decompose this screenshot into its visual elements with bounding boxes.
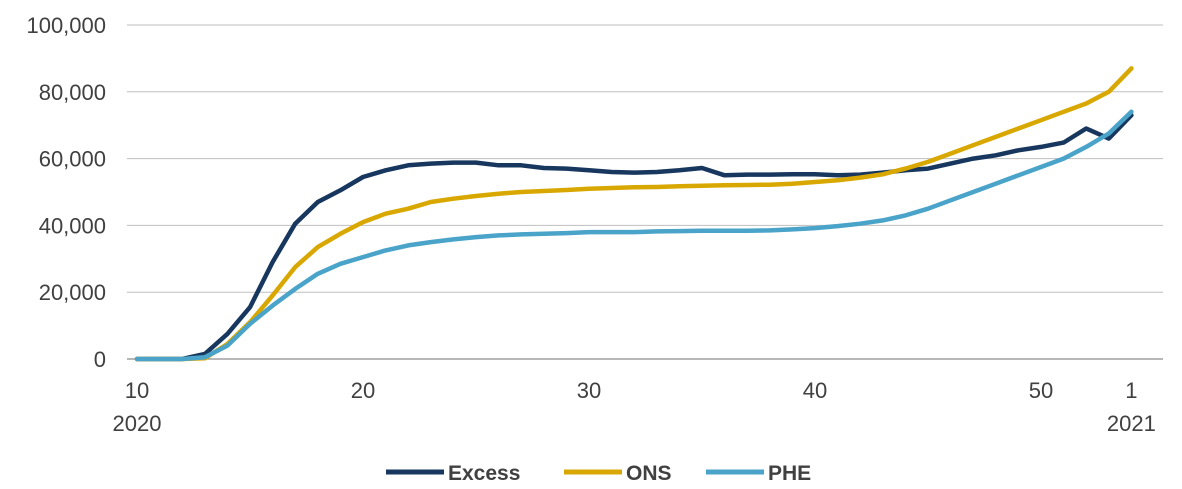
x-tick-label: 20 (351, 378, 375, 403)
y-tick-label: 60,000 (39, 147, 106, 172)
gridlines (127, 24, 1163, 293)
series-line-excess (134, 112, 1134, 362)
legend-label-excess: Excess (448, 462, 520, 484)
series-lines (134, 66, 1134, 362)
x-tick-label: 10 (125, 378, 149, 403)
y-tick-label: 40,000 (39, 213, 106, 238)
x-tick-year-label: 2020 (113, 411, 162, 436)
x-tick-label: 30 (577, 378, 601, 403)
y-axis-tick-labels: 0 20,000 40,000 60,000 80,000 100,000 (26, 13, 106, 372)
y-tick-label: 0 (94, 347, 106, 372)
x-tick-label: 40 (803, 378, 827, 403)
x-tick-year-label: 2021 (1107, 411, 1156, 436)
series-line-ons (134, 66, 1134, 362)
x-tick-label: 50 (1029, 378, 1053, 403)
legend-label-ons: ONS (626, 462, 672, 484)
x-tick-label: 1 (1125, 378, 1137, 403)
legend-label-phe: PHE (768, 462, 811, 484)
y-tick-label: 100,000 (26, 13, 106, 38)
y-tick-label: 20,000 (39, 280, 106, 305)
y-tick-label: 80,000 (39, 80, 106, 105)
legend: Excess ONS PHE (386, 462, 811, 485)
series-line-phe (134, 109, 1134, 362)
